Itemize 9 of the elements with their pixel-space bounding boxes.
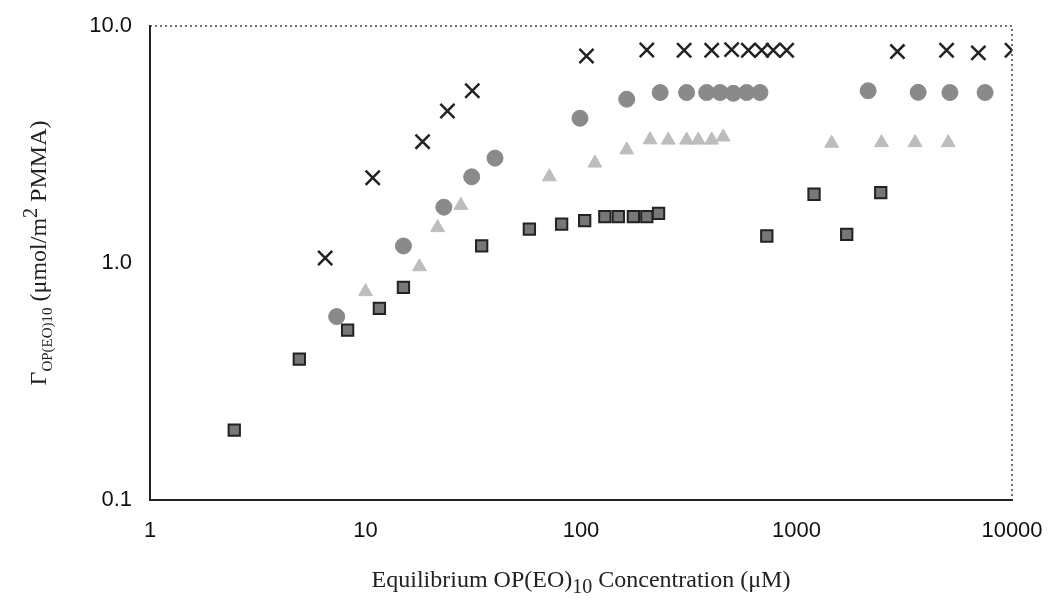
x-tick-label: 10000: [981, 517, 1043, 543]
y-tick-label: 1.0: [101, 249, 132, 275]
x-tick-label: 100: [562, 517, 600, 543]
x-tick-label: 1000: [772, 517, 821, 543]
y-tick-label: 10.0: [89, 12, 132, 38]
x-tick-label: 10: [353, 517, 378, 543]
x-axis-title: Equilibrium OP(EO)$_{10}$ Concentration (μM): [370, 566, 792, 598]
x-tick-label: 1: [143, 517, 157, 543]
y-tick-label: 0.1: [101, 486, 132, 512]
